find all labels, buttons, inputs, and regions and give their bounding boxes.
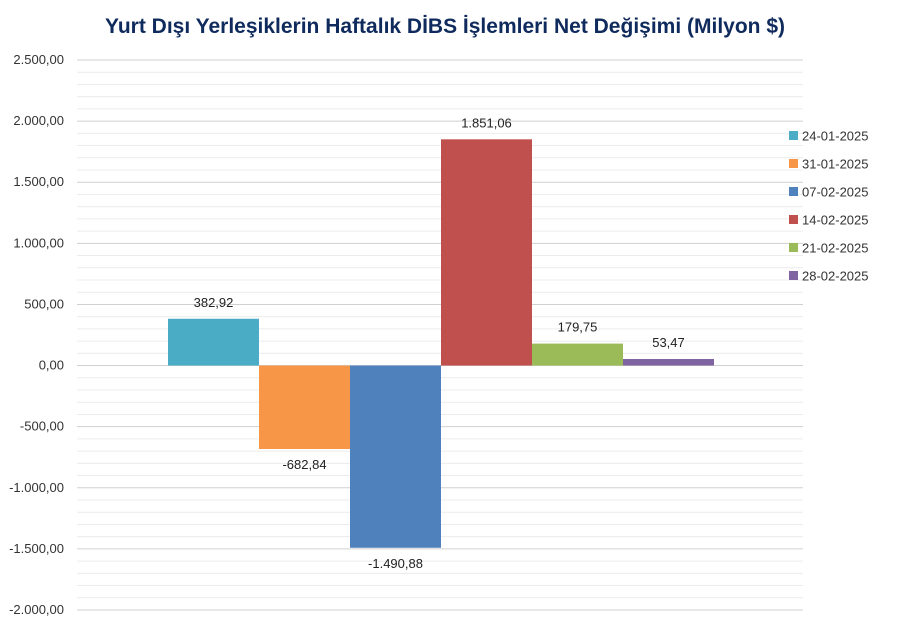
data-label-14-02-2025: 1.851,06 xyxy=(461,115,512,130)
y-tick-label: 1.000,00 xyxy=(13,235,64,250)
data-label-21-02-2025: 179,75 xyxy=(558,320,598,335)
legend-label-21-02-2025: 21-02-2025 xyxy=(802,241,869,256)
bar-07-02-2025 xyxy=(350,365,441,548)
y-tick-label: -500,00 xyxy=(20,419,64,434)
y-tick-label: -1.500,00 xyxy=(9,541,64,556)
bar-28-02-2025 xyxy=(623,359,714,366)
legend: 24-01-2025 31-01-2025 07-02-2025 14-02-2025… xyxy=(789,129,869,284)
y-tick-label: 1.500,00 xyxy=(13,174,64,189)
data-label-28-02-2025: 53,47 xyxy=(652,335,685,350)
y-tick-label: 0,00 xyxy=(39,358,64,373)
data-label-07-02-2025: -1.490,88 xyxy=(368,556,423,571)
legend-swatch-14-02-2025 xyxy=(789,215,798,224)
y-axis: 2.500,00 2.000,00 1.500,00 1.000,00 500,00 0,… xyxy=(9,52,64,617)
data-label-31-01-2025: -682,84 xyxy=(282,457,326,472)
y-tick-label: -1.000,00 xyxy=(9,480,64,495)
legend-label-28-02-2025: 28-02-2025 xyxy=(802,269,869,284)
data-labels: 382,92 -682,84 -1.490,88 1.851,06 179,75 53,4… xyxy=(194,115,685,570)
bar-31-01-2025 xyxy=(259,365,350,450)
bar-14-02-2025 xyxy=(441,139,532,366)
y-tick-label: 500,00 xyxy=(24,296,64,311)
y-tick-label: 2.000,00 xyxy=(13,113,64,128)
legend-swatch-24-01-2025 xyxy=(789,131,798,140)
legend-swatch-21-02-2025 xyxy=(789,243,798,252)
legend-label-24-01-2025: 24-01-2025 xyxy=(802,129,869,144)
y-tick-label: -2.000,00 xyxy=(9,602,64,617)
legend-swatch-28-02-2025 xyxy=(789,271,798,280)
bars xyxy=(168,139,714,548)
y-tick-label: 2.500,00 xyxy=(13,52,64,67)
legend-swatch-07-02-2025 xyxy=(789,187,798,196)
bar-24-01-2025 xyxy=(168,318,259,366)
bar-21-02-2025 xyxy=(532,343,623,366)
legend-label-07-02-2025: 07-02-2025 xyxy=(802,185,869,200)
legend-label-14-02-2025: 14-02-2025 xyxy=(802,213,869,228)
legend-swatch-31-01-2025 xyxy=(789,159,798,168)
chart-title: Yurt Dışı Yerleşiklerin Haftalık DİBS İş… xyxy=(105,15,785,38)
data-label-24-01-2025: 382,92 xyxy=(194,295,234,310)
legend-label-31-01-2025: 31-01-2025 xyxy=(802,157,869,172)
